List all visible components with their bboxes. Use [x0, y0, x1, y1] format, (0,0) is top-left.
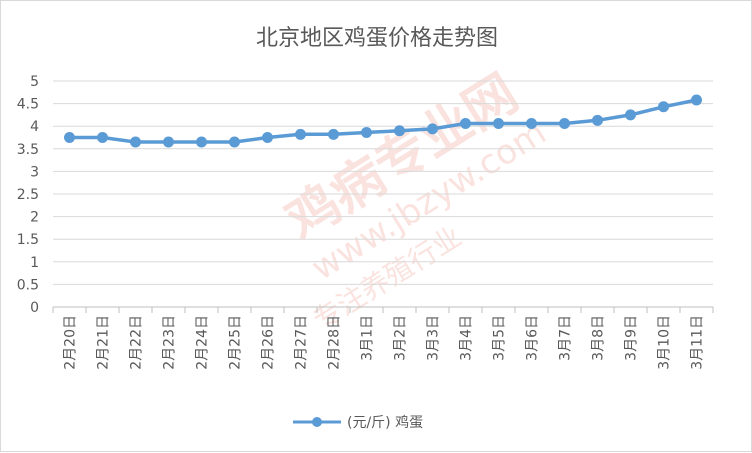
x-tick-label: 3月11日 — [690, 315, 706, 370]
y-axis-ticks: 5 4.5 4 3.5 3 2.5 2 1.5 1 0.5 0 — [17, 74, 39, 316]
x-tick-label: 2月21日 — [96, 315, 112, 370]
x-tick-label: 2月20日 — [63, 315, 79, 370]
data-point — [427, 123, 438, 135]
watermark: 鸡病专业网 www.jbzyw.com 专注养殖行业 — [276, 63, 553, 337]
x-axis: 2月20日 2月21日 2月22日 2月23日 2月24日 2月25日 2月26日 2月27日… — [52, 307, 714, 370]
data-point — [64, 132, 75, 143]
data-point — [493, 117, 504, 129]
x-tick-label: 3月4日 — [459, 315, 475, 361]
y-tick-label: 1.5 — [17, 232, 39, 248]
legend-marker — [312, 417, 322, 427]
data-point — [229, 136, 240, 148]
y-tick-label: 2.5 — [17, 187, 39, 203]
series-eggs — [64, 94, 702, 148]
y-tick-label: 5 — [30, 74, 39, 90]
y-tick-label: 3 — [30, 164, 39, 180]
x-tick-label: 3月10日 — [657, 315, 673, 370]
data-point — [658, 101, 669, 113]
y-tick-label: 4 — [30, 119, 39, 135]
chart-title: 北京地区鸡蛋价格走势图 — [256, 26, 498, 51]
data-point — [97, 132, 108, 143]
x-tick-label: 2月26日 — [261, 315, 277, 370]
data-point — [361, 127, 372, 139]
data-point — [163, 136, 174, 148]
x-tick-label: 3月6日 — [525, 315, 541, 361]
gridlines — [53, 80, 713, 308]
data-point — [625, 109, 636, 121]
y-tick-label: 1 — [30, 255, 39, 271]
x-tick-label: 2月28日 — [327, 315, 343, 370]
y-tick-label: 3.5 — [17, 142, 39, 158]
data-point — [196, 136, 207, 148]
data-point — [460, 117, 471, 129]
legend: (元/斤) 鸡蛋 — [293, 414, 423, 431]
x-tick-label: 3月9日 — [624, 315, 640, 361]
data-point — [328, 128, 339, 140]
data-point — [295, 128, 306, 140]
x-tick-label: 3月7日 — [558, 315, 574, 361]
x-tick-label: 2月24日 — [195, 315, 211, 370]
data-point — [130, 136, 141, 148]
y-tick-label: 2 — [30, 210, 39, 226]
x-tick-label: 3月8日 — [591, 315, 607, 361]
x-tick-label: 3月1日 — [360, 315, 376, 361]
x-tick-label: 2月25日 — [228, 315, 244, 370]
y-tick-label: 0 — [30, 300, 39, 316]
y-tick-label: 4.5 — [17, 97, 39, 113]
series-line — [69, 98, 697, 144]
data-point — [592, 114, 603, 126]
x-tick-label: 2月22日 — [129, 315, 145, 370]
x-tick-label: 2月23日 — [162, 315, 178, 370]
data-point — [394, 125, 405, 137]
data-point — [526, 117, 537, 129]
data-point — [559, 117, 570, 129]
x-tick-label: 3月3日 — [426, 315, 442, 361]
y-tick-label: 0.5 — [17, 277, 39, 293]
data-point — [691, 94, 702, 106]
data-point — [262, 132, 273, 143]
x-tick-label: 3月2日 — [393, 315, 409, 361]
x-tick-label: 3月5日 — [492, 315, 508, 361]
x-tick-label: 2月27日 — [294, 315, 310, 370]
legend-label: (元/斤) 鸡蛋 — [347, 414, 423, 431]
